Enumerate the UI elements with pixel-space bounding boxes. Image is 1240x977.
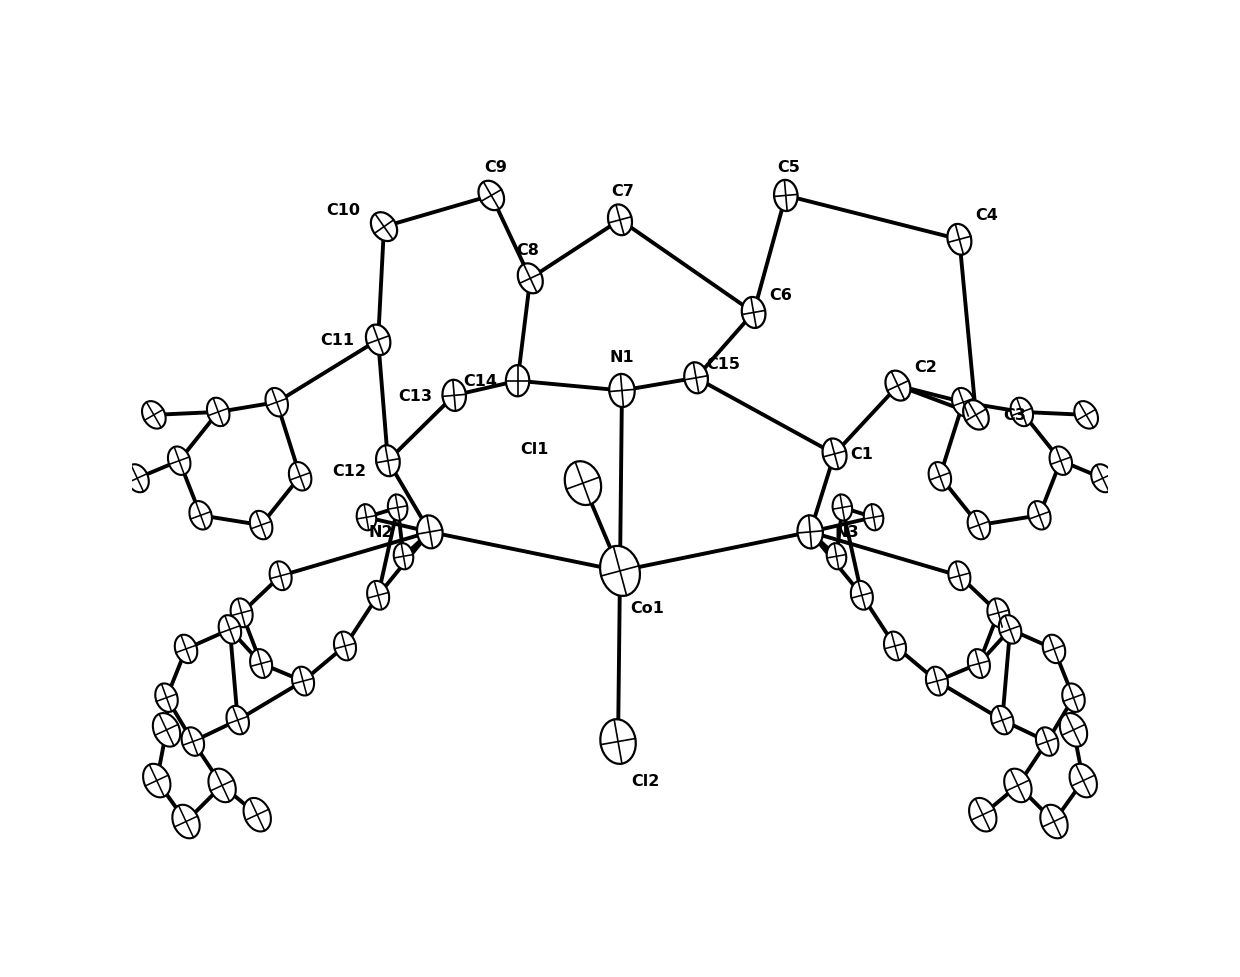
Ellipse shape	[864, 505, 883, 531]
Ellipse shape	[1074, 402, 1097, 429]
Text: N2: N2	[368, 525, 393, 540]
Ellipse shape	[1011, 399, 1033, 427]
Ellipse shape	[334, 632, 356, 660]
Ellipse shape	[1043, 635, 1065, 663]
Ellipse shape	[153, 713, 180, 746]
Text: C9: C9	[485, 159, 507, 175]
Ellipse shape	[250, 650, 272, 678]
Text: N1: N1	[610, 350, 635, 364]
Ellipse shape	[1060, 713, 1087, 746]
Text: Cl1: Cl1	[520, 442, 548, 457]
Ellipse shape	[1049, 447, 1073, 476]
Ellipse shape	[987, 599, 1009, 627]
Ellipse shape	[600, 719, 636, 764]
Ellipse shape	[417, 516, 443, 549]
Ellipse shape	[518, 264, 543, 294]
Ellipse shape	[1040, 805, 1068, 838]
Ellipse shape	[851, 581, 873, 610]
Ellipse shape	[181, 728, 205, 756]
Ellipse shape	[243, 798, 270, 831]
Ellipse shape	[231, 599, 253, 627]
Ellipse shape	[143, 764, 170, 797]
Text: C1: C1	[851, 446, 873, 462]
Ellipse shape	[366, 325, 391, 356]
Ellipse shape	[371, 213, 397, 242]
Ellipse shape	[1091, 465, 1115, 492]
Ellipse shape	[827, 543, 846, 570]
Ellipse shape	[1004, 769, 1032, 802]
Text: C5: C5	[777, 159, 800, 175]
Text: C10: C10	[326, 202, 360, 217]
Ellipse shape	[208, 769, 236, 802]
Text: N3: N3	[835, 525, 859, 540]
Ellipse shape	[155, 684, 177, 712]
Ellipse shape	[832, 495, 852, 521]
Text: C11: C11	[320, 333, 355, 348]
Ellipse shape	[143, 402, 166, 429]
Ellipse shape	[968, 650, 990, 678]
Ellipse shape	[443, 380, 466, 411]
Ellipse shape	[967, 511, 990, 539]
Ellipse shape	[609, 374, 635, 407]
Ellipse shape	[991, 706, 1013, 735]
Ellipse shape	[1035, 728, 1059, 756]
Text: C2: C2	[914, 360, 936, 374]
Ellipse shape	[822, 439, 847, 470]
Ellipse shape	[376, 446, 399, 477]
Text: C3: C3	[1003, 408, 1027, 423]
Ellipse shape	[218, 616, 241, 644]
Ellipse shape	[367, 581, 389, 610]
Ellipse shape	[970, 798, 997, 831]
Ellipse shape	[172, 805, 200, 838]
Ellipse shape	[947, 225, 971, 255]
Ellipse shape	[357, 505, 376, 531]
Ellipse shape	[175, 635, 197, 663]
Ellipse shape	[952, 389, 975, 417]
Ellipse shape	[506, 365, 529, 397]
Ellipse shape	[564, 462, 601, 505]
Text: C4: C4	[975, 208, 998, 223]
Ellipse shape	[289, 462, 311, 491]
Ellipse shape	[250, 511, 273, 539]
Text: C12: C12	[332, 463, 366, 479]
Ellipse shape	[479, 182, 505, 211]
Ellipse shape	[885, 371, 910, 402]
Text: C15: C15	[707, 357, 740, 371]
Ellipse shape	[884, 632, 906, 660]
Ellipse shape	[125, 465, 149, 492]
Ellipse shape	[167, 447, 191, 476]
Ellipse shape	[293, 667, 314, 696]
Ellipse shape	[600, 546, 640, 596]
Ellipse shape	[190, 501, 212, 530]
Text: C14: C14	[464, 374, 497, 389]
Text: C7: C7	[611, 184, 635, 199]
Ellipse shape	[608, 205, 632, 236]
Ellipse shape	[394, 543, 413, 570]
Ellipse shape	[684, 362, 708, 394]
Text: C13: C13	[398, 389, 433, 404]
Ellipse shape	[929, 462, 951, 491]
Ellipse shape	[227, 706, 249, 735]
Ellipse shape	[1070, 764, 1097, 797]
Ellipse shape	[999, 616, 1022, 644]
Ellipse shape	[207, 399, 229, 427]
Ellipse shape	[1063, 684, 1085, 712]
Ellipse shape	[926, 667, 947, 696]
Ellipse shape	[963, 401, 988, 430]
Ellipse shape	[269, 562, 291, 590]
Ellipse shape	[265, 389, 288, 417]
Text: C6: C6	[770, 288, 792, 303]
Ellipse shape	[388, 495, 408, 521]
Text: Cl2: Cl2	[631, 773, 660, 788]
Text: C8: C8	[516, 242, 539, 257]
Text: Co1: Co1	[630, 601, 665, 616]
Ellipse shape	[774, 181, 797, 212]
Ellipse shape	[1028, 501, 1050, 530]
Ellipse shape	[742, 298, 765, 328]
Ellipse shape	[949, 562, 971, 590]
Ellipse shape	[797, 516, 823, 549]
